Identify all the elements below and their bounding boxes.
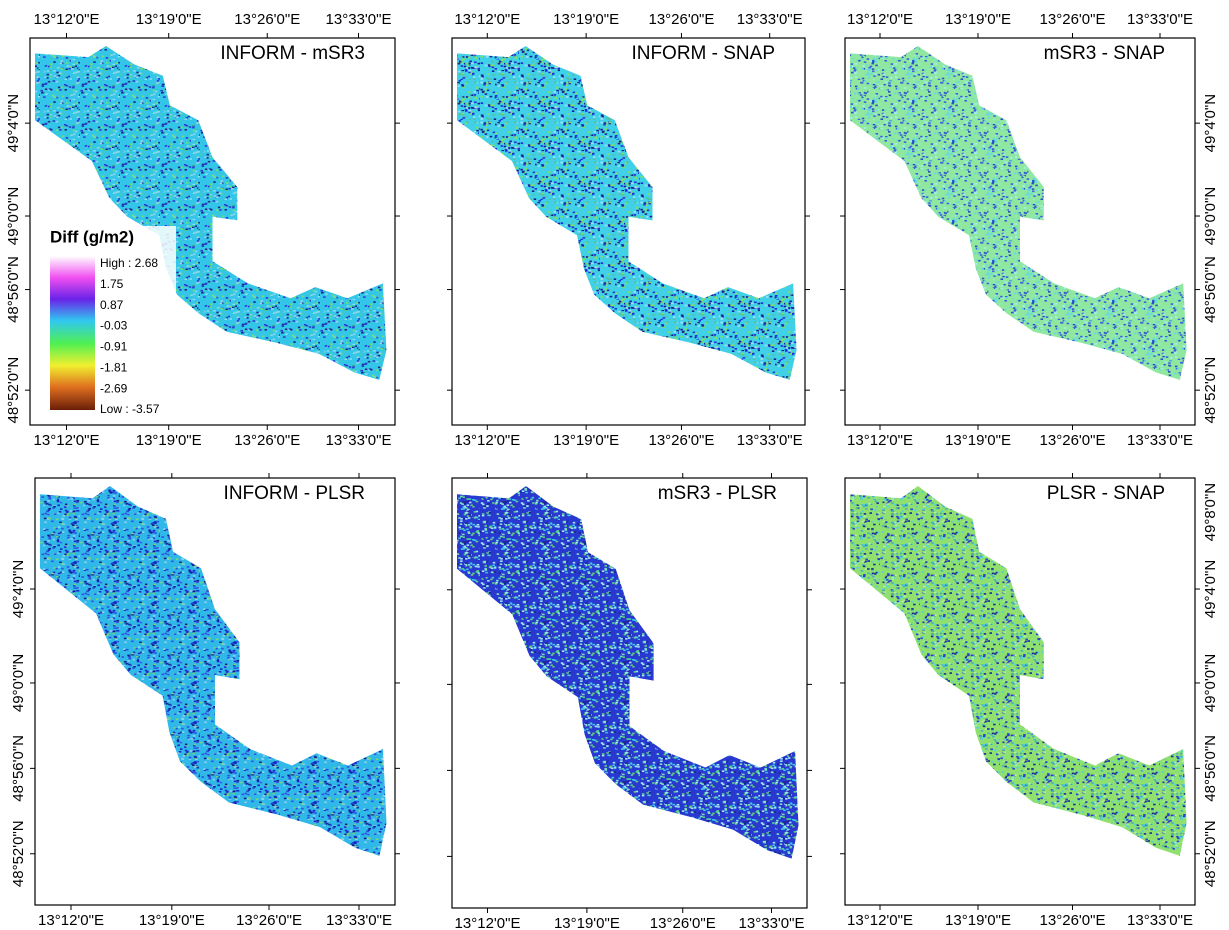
lon-label: 13°19'0"E — [553, 432, 619, 449]
lon-label: 13°12'0"E — [454, 11, 520, 28]
lon-label: 13°12'0"E — [455, 915, 521, 930]
study-area — [850, 486, 1187, 856]
lon-label: 13°19'0"E — [945, 432, 1011, 449]
lat-label: 49°4'0"N — [10, 560, 27, 618]
lon-label: 13°12'0"E — [34, 11, 100, 28]
legend-label: -0.91 — [100, 340, 128, 354]
lon-label: 13°26'0"E — [236, 912, 302, 929]
legend-label: -0.03 — [100, 319, 128, 333]
lat-label: 49°4'0"N — [1202, 560, 1219, 618]
lon-label: 13°19'0"E — [553, 11, 619, 28]
lon-label: 13°33'0"E — [326, 432, 392, 449]
lon-label: 13°33'0"E — [326, 912, 392, 929]
panel-title: INFORM - PLSR — [224, 483, 365, 504]
panel-title: mSR3 - PLSR — [658, 483, 777, 504]
lon-label: 13°33'0"E — [1127, 912, 1193, 929]
panel-title: mSR3 - SNAP — [1044, 43, 1165, 64]
lon-label: 13°33'0"E — [326, 11, 392, 28]
lon-label: 13°26'0"E — [1040, 912, 1106, 929]
legend-label: -1.81 — [100, 360, 128, 374]
lon-label: 13°12'0"E — [454, 432, 520, 449]
lon-label: 13°12'0"E — [34, 432, 100, 449]
study-area — [850, 46, 1187, 380]
lon-label: 13°33'0"E — [739, 915, 805, 930]
panel-title: INFORM - SNAP — [631, 43, 775, 64]
lon-label: 13°12'0"E — [847, 11, 913, 28]
lat-label: 49°0'0"N — [10, 654, 27, 712]
lat-label: 48°56'0"N — [5, 256, 22, 323]
lat-label: 49°4'0"N — [1202, 94, 1219, 152]
legend-label: Low : -3.57 — [100, 402, 160, 416]
lat-label: 49°0'0"N — [1202, 187, 1219, 245]
lon-label: 13°19'0"E — [554, 915, 620, 930]
lon-label: 13°12'0"E — [847, 912, 913, 929]
lon-label: 13°19'0"E — [136, 11, 202, 28]
lat-label: 48°52'0"N — [10, 820, 27, 887]
panel-title: INFORM - mSR3 — [220, 43, 365, 64]
legend-title: Diff (g/m2) — [50, 227, 134, 246]
lon-label: 13°33'0"E — [737, 11, 803, 28]
legend-label: 1.75 — [100, 277, 124, 291]
lon-label: 13°26'0"E — [650, 915, 716, 930]
lon-label: 13°12'0"E — [38, 912, 104, 929]
legend-label: -2.69 — [100, 381, 128, 395]
lon-label: 13°19'0"E — [136, 432, 202, 449]
lon-label: 13°33'0"E — [1127, 11, 1193, 28]
legend-label: High : 2.68 — [100, 256, 158, 270]
lat-label: 48°52'0"N — [5, 357, 22, 424]
lon-label: 13°19'0"E — [945, 11, 1011, 28]
lon-label: 13°12'0"E — [847, 432, 913, 449]
lat-label: 49°4'0"N — [5, 94, 22, 152]
lat-label: 49°8'0"N — [1202, 483, 1219, 541]
lon-label: 13°26'0"E — [234, 11, 300, 28]
study-area — [457, 486, 799, 859]
lon-label: 13°33'0"E — [737, 432, 803, 449]
lat-label: 49°0'0"N — [5, 187, 22, 245]
lon-label: 13°26'0"E — [648, 432, 714, 449]
lat-label: 48°52'0"N — [1202, 820, 1219, 887]
lat-label: 48°56'0"N — [1202, 735, 1219, 802]
legend-ramp — [50, 256, 95, 410]
study-area — [35, 46, 387, 380]
lat-label: 49°0'0"N — [1202, 654, 1219, 712]
panel-title: PLSR - SNAP — [1047, 483, 1165, 504]
study-area — [40, 486, 387, 856]
legend-label: 0.87 — [100, 298, 124, 312]
lon-label: 13°19'0"E — [945, 912, 1011, 929]
study-area — [457, 46, 797, 380]
lat-label: 48°52'0"N — [1202, 357, 1219, 424]
lon-label: 13°26'0"E — [234, 432, 300, 449]
lon-label: 13°26'0"E — [648, 11, 714, 28]
lat-label: 48°56'0"N — [10, 735, 27, 802]
lon-label: 13°26'0"E — [1040, 432, 1106, 449]
lon-label: 13°26'0"E — [1040, 11, 1106, 28]
lat-label: 48°56'0"N — [1202, 256, 1219, 323]
lon-label: 13°33'0"E — [1127, 432, 1193, 449]
lon-label: 13°19'0"E — [139, 912, 205, 929]
